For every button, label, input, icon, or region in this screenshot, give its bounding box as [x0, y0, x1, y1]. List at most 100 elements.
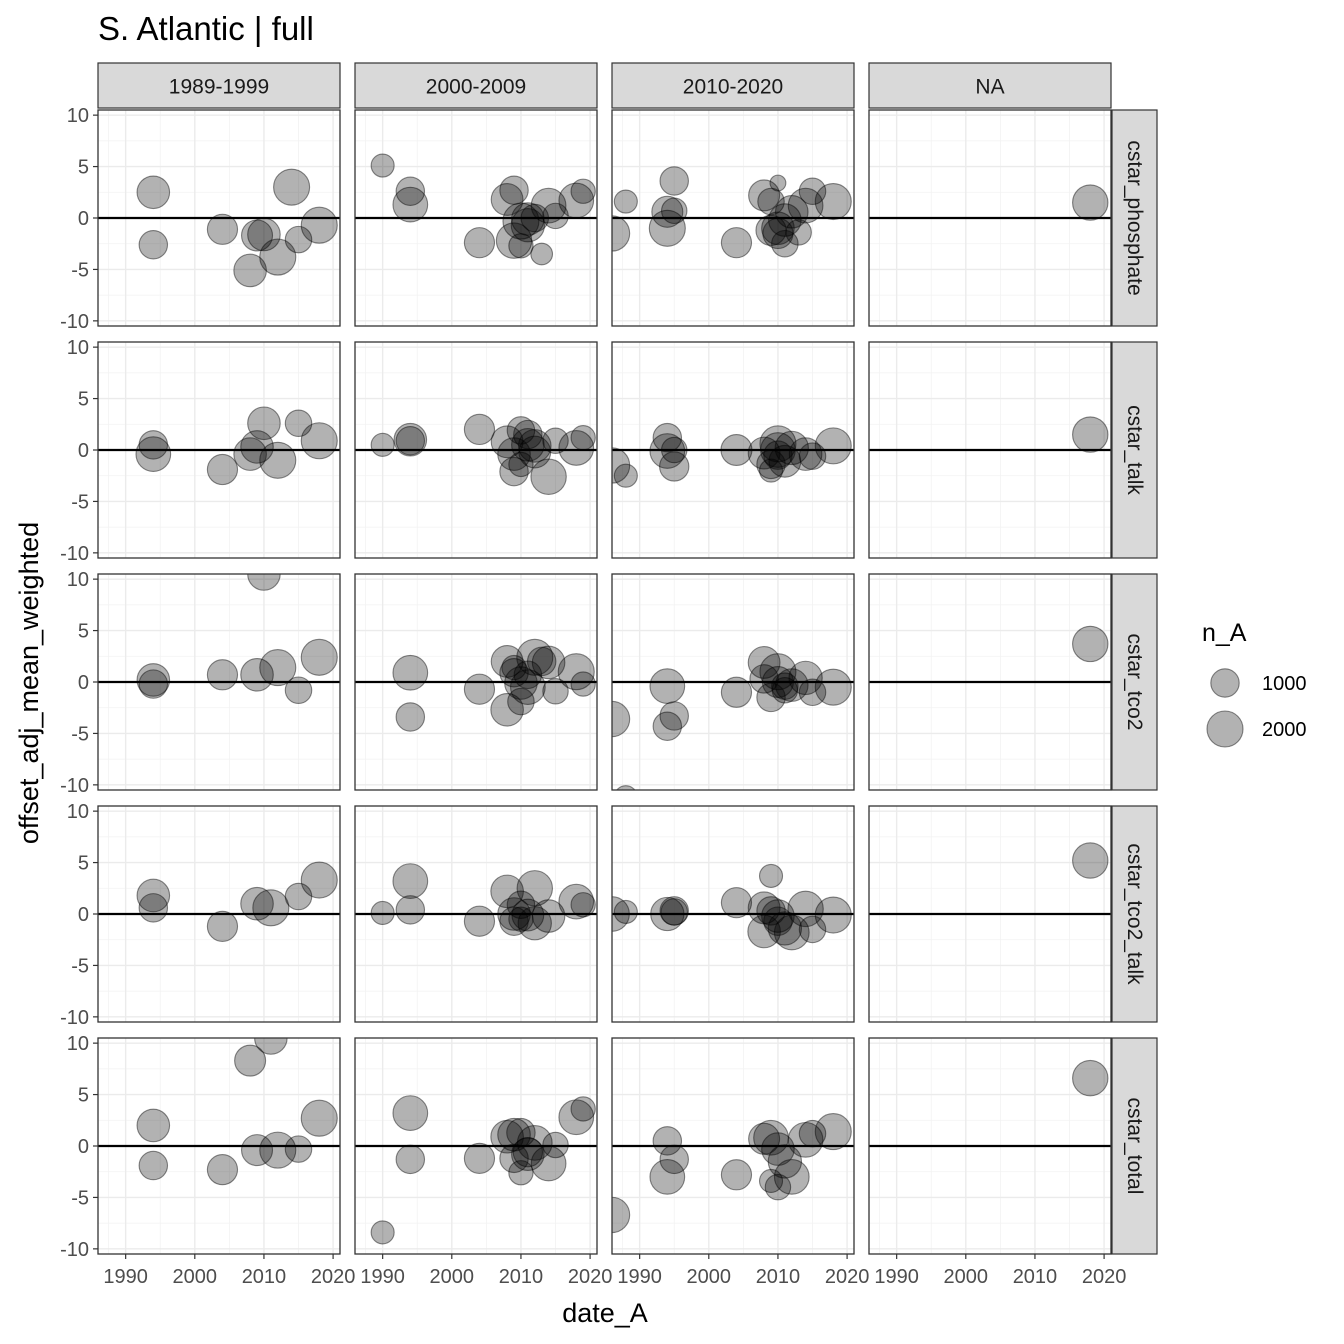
x-tick-label: 2020: [568, 1266, 613, 1288]
x-tick-label: 2020: [311, 1266, 356, 1288]
data-point: [612, 447, 631, 484]
data-point: [558, 883, 595, 920]
data-point: [138, 669, 169, 699]
panel: [868, 109, 1112, 327]
data-point: [511, 1137, 545, 1172]
x-tick-label: 2010: [242, 1266, 287, 1288]
panel-points: [370, 413, 596, 495]
data-point: [648, 209, 686, 247]
data-point: [756, 449, 786, 480]
data-point: [659, 896, 689, 926]
x-tick-label: 2000: [430, 1266, 475, 1288]
panel: [354, 805, 598, 1023]
panel-border: [611, 109, 855, 327]
column-strip-label: NA: [975, 76, 1004, 99]
data-point: [773, 914, 810, 951]
data-point: [259, 649, 297, 687]
data-point: [247, 406, 281, 441]
x-tick-label: 1990: [617, 1266, 662, 1288]
panel-border: [611, 573, 855, 791]
data-point: [530, 187, 567, 224]
panel: [611, 341, 855, 559]
panel: [868, 573, 1112, 791]
data-point: [284, 676, 313, 705]
data-point: [771, 672, 799, 700]
data-point: [530, 242, 554, 266]
data-point: [542, 1131, 569, 1159]
data-point: [612, 215, 631, 252]
data-point: [1072, 184, 1109, 221]
data-point: [612, 896, 630, 932]
panel-points: [1072, 416, 1109, 453]
data-point: [370, 432, 395, 457]
data-point: [517, 906, 552, 941]
legend-label: 1000: [1262, 673, 1307, 695]
data-point: [1072, 1059, 1109, 1097]
data-point: [392, 863, 429, 899]
data-point: [463, 1142, 496, 1174]
data-point: [490, 183, 524, 216]
data-point: [497, 897, 531, 931]
panel: [868, 1037, 1112, 1255]
data-point: [370, 1220, 395, 1245]
panel-points: [370, 863, 596, 941]
panel: [611, 109, 855, 327]
data-point: [1072, 416, 1109, 453]
panel: [97, 805, 341, 1023]
data-point: [798, 915, 827, 944]
data-point: [747, 646, 781, 679]
legend-entry: 1000: [1210, 668, 1307, 698]
column-strip: 2000-2009: [354, 62, 598, 109]
panel: [354, 1037, 598, 1255]
data-point: [720, 887, 753, 919]
data-point: [542, 427, 569, 454]
data-point: [392, 186, 429, 223]
data-point: [138, 430, 169, 460]
data-point: [652, 1126, 683, 1156]
data-point: [506, 1117, 536, 1148]
data-point: [136, 663, 171, 697]
data-point: [814, 182, 852, 221]
data-point: [370, 153, 395, 178]
x-axis-title: date_A: [562, 1298, 648, 1328]
data-point: [763, 440, 793, 470]
data-point: [774, 195, 809, 229]
data-point: [785, 219, 812, 246]
panel: [354, 109, 598, 327]
row-strip: cstar_talk: [1111, 341, 1158, 559]
data-point: [649, 668, 686, 704]
data-point: [788, 437, 823, 471]
row-strip: cstar_tco2_talk: [1111, 805, 1158, 1023]
data-point: [495, 222, 533, 259]
data-point: [763, 906, 793, 936]
row-strip-label: cstar_phosphate: [1123, 140, 1146, 295]
data-point: [788, 660, 823, 696]
data-point: [747, 436, 781, 470]
data-point: [499, 658, 529, 688]
panel-points: [136, 861, 338, 942]
data-point: [300, 206, 338, 244]
data-point: [558, 430, 595, 466]
data-point: [499, 175, 529, 205]
data-point: [771, 676, 799, 704]
data-point: [749, 664, 779, 694]
data-point: [138, 230, 169, 260]
data-point: [756, 682, 786, 713]
x-tick-label: 1990: [360, 1266, 405, 1288]
panel-points: [370, 153, 596, 266]
data-point: [570, 892, 596, 918]
row-strip-bg: [1111, 573, 1158, 791]
data-point: [748, 1122, 781, 1155]
data-point: [787, 890, 824, 928]
data-point: [138, 893, 169, 923]
panel-border: [868, 1037, 1112, 1255]
y-tick-label: 0: [78, 672, 89, 694]
panel: [97, 109, 341, 327]
panel-points: [612, 1113, 852, 1234]
panel-border: [868, 805, 1112, 1023]
y-axis-title: offset_adj_mean_weighted: [14, 522, 44, 844]
panel-points: [136, 574, 338, 705]
y-tick-label: 5: [78, 621, 89, 643]
panel-border: [868, 109, 1112, 327]
data-point: [506, 416, 536, 445]
